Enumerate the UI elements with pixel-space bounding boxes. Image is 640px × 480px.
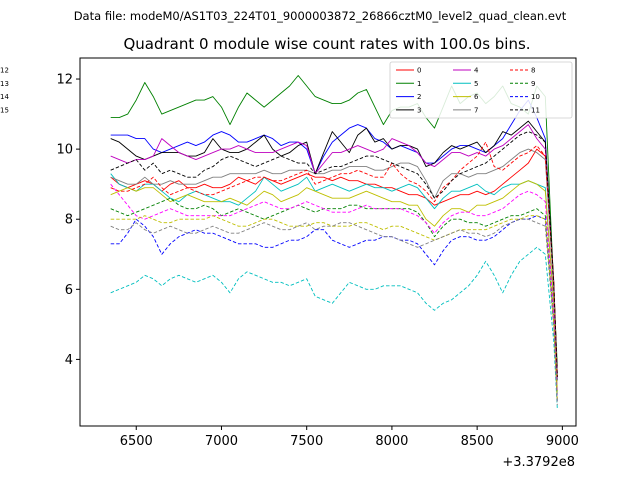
legend-label-12: 12	[0, 67, 9, 75]
series-line-2	[110, 99, 558, 381]
y-tick-label: 8	[65, 213, 73, 228]
plot-area-frame	[79, 57, 577, 427]
legend-label-1: 1	[417, 80, 421, 88]
figure-suptitle: Data file: modeM0/AS1T03_224T01_90000038…	[74, 9, 567, 23]
series-line-14	[110, 215, 558, 402]
series-line-10	[110, 215, 558, 402]
series-line-5	[110, 173, 558, 395]
legend-label-11: 11	[531, 106, 540, 114]
legend-label-3: 3	[417, 106, 421, 114]
y-tick-label: 12	[56, 73, 73, 88]
x-axis-offset-label: +3.3792e8	[502, 455, 575, 470]
series-line-6	[110, 180, 558, 392]
legend-label-4: 4	[474, 67, 479, 75]
x-tick-label: 9000	[546, 434, 579, 449]
x-tick-label: 6500	[120, 434, 153, 449]
x-tick-label: 8000	[375, 434, 408, 449]
series-line-7	[110, 148, 558, 381]
series-line-13	[110, 246, 558, 409]
x-axis-ticks: 6500 7000 7500 8000 8500 9000	[120, 426, 579, 449]
legend-label-10: 10	[531, 93, 540, 101]
legend-label-13: 13	[0, 80, 9, 88]
series-line-8	[110, 141, 558, 377]
y-tick-label: 6	[65, 283, 73, 298]
legend-frame	[389, 61, 573, 119]
legend-label-9: 9	[531, 80, 535, 88]
legend-label-5: 5	[474, 80, 478, 88]
series-line-4	[110, 124, 558, 381]
x-tick-label: 7000	[205, 434, 238, 449]
legend-label-15: 15	[0, 106, 9, 114]
series-line-1	[110, 75, 558, 367]
series-line-11	[110, 131, 558, 377]
series-line-15	[110, 218, 558, 406]
x-tick-label: 7500	[290, 434, 323, 449]
chart-title: Quadrant 0 module wise count rates with …	[123, 35, 530, 53]
legend-label-6: 6	[474, 93, 479, 101]
series-line-12	[110, 183, 558, 399]
legend-label-2: 2	[417, 93, 421, 101]
x-tick-label: 8500	[461, 434, 494, 449]
legend-label-14: 14	[0, 93, 9, 101]
legend-label-8: 8	[531, 67, 535, 75]
series-lines-group	[110, 75, 558, 409]
series-line-0	[110, 148, 558, 374]
legend-label-7: 7	[474, 106, 478, 114]
series-line-9	[110, 197, 558, 402]
y-tick-label: 10	[56, 143, 73, 158]
legend-label-0: 0	[417, 67, 421, 75]
y-tick-label: 4	[65, 353, 73, 368]
y-axis-ticks: 4 6 8 10 12	[56, 73, 80, 368]
